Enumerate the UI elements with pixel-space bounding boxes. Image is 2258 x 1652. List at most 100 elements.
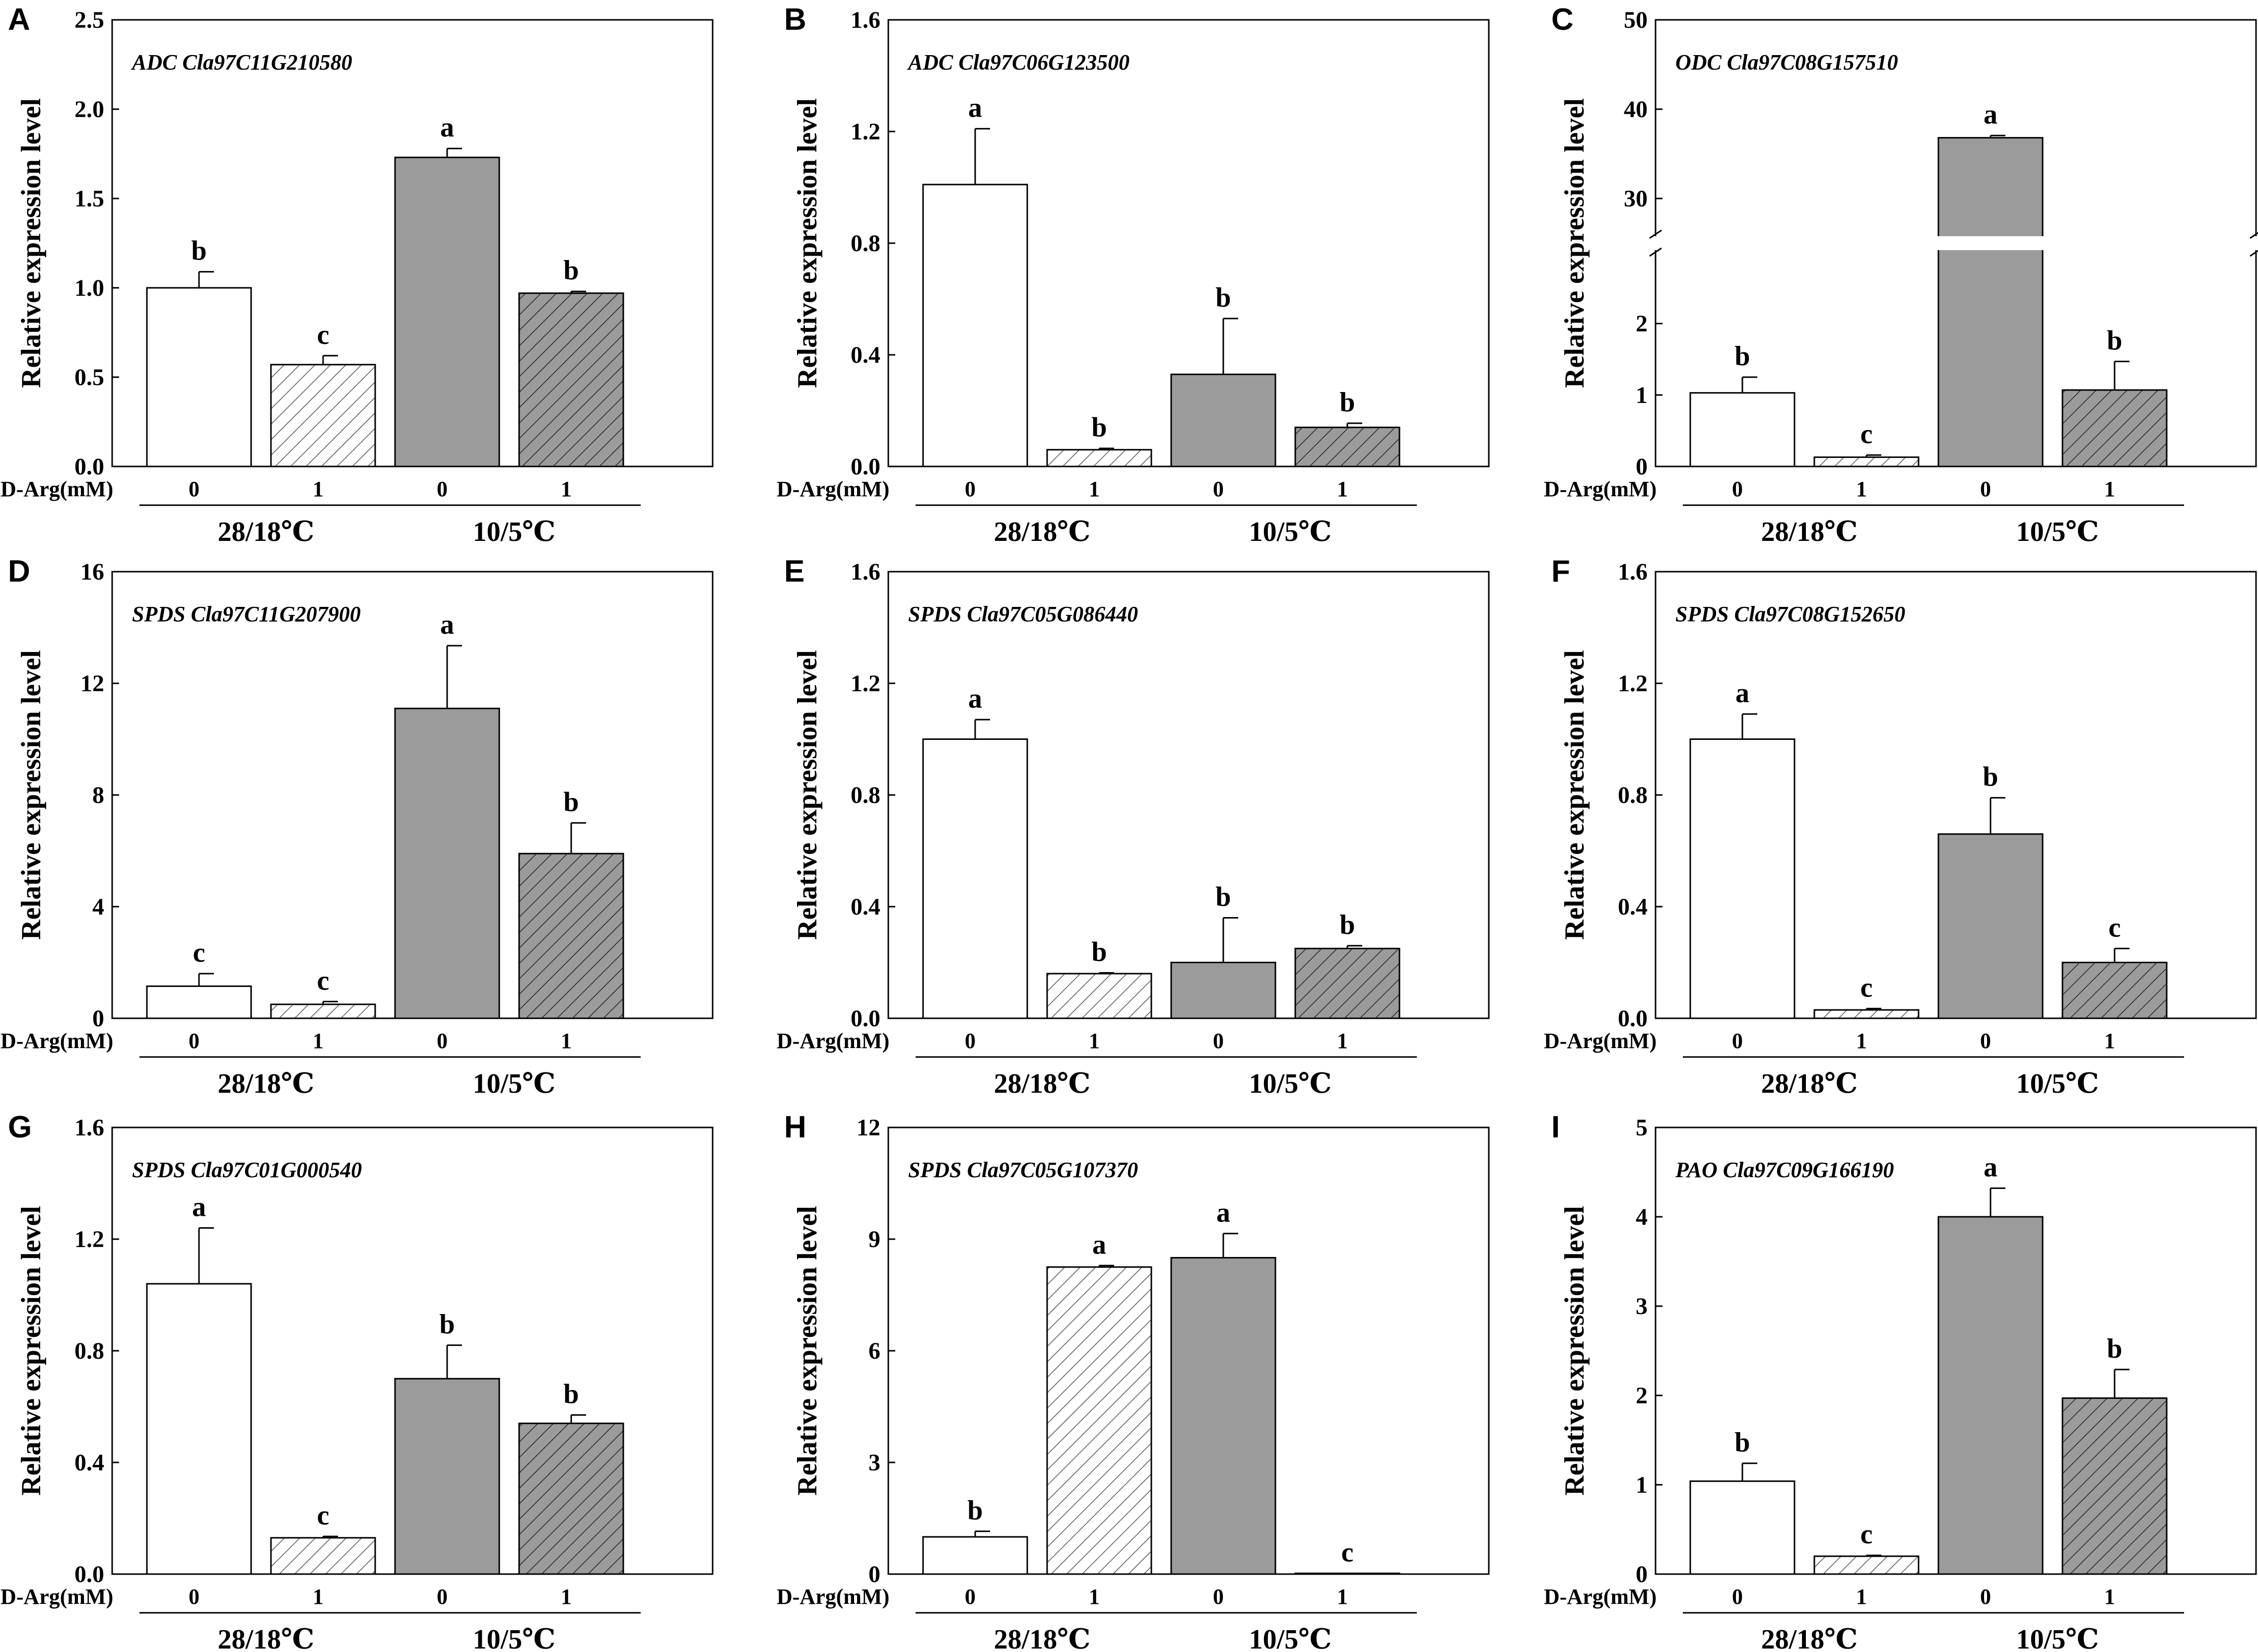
- y-tick-label: 0.0: [74, 1561, 104, 1587]
- group-label-10-5: 10/5℃: [1249, 1068, 1332, 1099]
- significance-letter: c: [1860, 1519, 1873, 1550]
- bar-28-18-0mM: [146, 985, 252, 1019]
- bar-10-5-0mM: [1170, 1257, 1276, 1575]
- gene-title: SPDS Cla97C11G207900: [132, 602, 361, 626]
- x-category-label: 0: [1213, 1029, 1224, 1053]
- panel-letter: A: [8, 2, 30, 37]
- x-category-label: 1: [1089, 1585, 1100, 1609]
- significance-letter: a: [1092, 1229, 1106, 1260]
- x-category-label: 1: [1337, 477, 1348, 501]
- group-label-10-5: 10/5℃: [1249, 517, 1332, 547]
- x-category-label: 0: [965, 1585, 976, 1609]
- group-label-28-18: 28/18℃: [1761, 1068, 1858, 1099]
- bar-28-18-1mM: [1813, 1009, 1920, 1019]
- x-category-label: 1: [1337, 1029, 1348, 1053]
- significance-letter: c: [317, 1500, 330, 1531]
- y-tick-label: 0: [1636, 454, 1648, 480]
- x-category-label: 1: [1856, 477, 1867, 501]
- x-category-label: 0: [1213, 477, 1224, 501]
- group-label-28-18: 28/18℃: [1761, 517, 1858, 547]
- significance-letter: c: [317, 320, 330, 350]
- bar-28-18-0mM: [922, 738, 1028, 1019]
- gene-title: SPDS Cla97C01G000540: [132, 1158, 362, 1182]
- x-category-label: 1: [1856, 1029, 1867, 1053]
- group-label-28-18: 28/18℃: [994, 1624, 1091, 1652]
- y-tick-label: 12: [80, 670, 104, 697]
- significance-letter: b: [191, 236, 206, 266]
- bar-10-5-1mM: [2061, 389, 2168, 467]
- gene-title: ADC Cla97C11G210580: [131, 50, 352, 74]
- x-category-label: 0: [437, 1585, 448, 1609]
- x-category-label: 0: [1980, 1029, 1991, 1053]
- y-axis-label: Relative expression level: [16, 650, 47, 940]
- y-tick-label: 5: [1636, 1115, 1648, 1141]
- group-label-10-5: 10/5℃: [473, 1624, 556, 1652]
- significance-letter: b: [967, 1495, 983, 1526]
- y-tick-label: 1.0: [74, 275, 104, 301]
- y-tick-label: 0: [868, 1561, 880, 1587]
- y-tick-label: 1.2: [74, 1226, 104, 1253]
- y-axis-label: Relative expression level: [792, 98, 823, 388]
- group-label-28-18: 28/18℃: [1761, 1624, 1858, 1652]
- plot-frame: [111, 571, 714, 1019]
- x-category-label: 0: [437, 1029, 448, 1053]
- bar-28-18-1mM: [270, 1003, 376, 1019]
- gene-title: PAO Cla97C09G166190: [1675, 1158, 1894, 1182]
- bar-10-5-0mM: [394, 708, 500, 1019]
- x-category-label: 1: [313, 477, 324, 501]
- x-axis-prefix: D-Arg(mM): [0, 477, 113, 501]
- plot-frame: [1655, 1126, 2257, 1575]
- significance-letter: b: [1091, 412, 1107, 443]
- bar-28-18-1mM: [270, 364, 376, 467]
- bar-28-18-0mM: [922, 1536, 1028, 1575]
- bar-28-18-1mM: [270, 1537, 376, 1575]
- significance-letter: b: [1215, 282, 1231, 313]
- x-category-label: 1: [1856, 1585, 1867, 1609]
- y-tick-label: 1.2: [1618, 670, 1648, 697]
- bar-10-5-1mM: [518, 853, 624, 1019]
- x-category-label: 0: [965, 1029, 976, 1053]
- x-category-label: 1: [2104, 1029, 2115, 1053]
- plot-frame: [1655, 571, 2257, 1019]
- panel-c: C Relative expression level ODC Cla97C08G1…: [1544, 2, 2258, 547]
- bar-10-5-1mM: [2061, 962, 2168, 1019]
- y-tick-label: 0.0: [1618, 1005, 1648, 1032]
- gene-title: SPDS Cla97C05G086440: [908, 602, 1138, 626]
- y-tick-label: 40: [1624, 96, 1648, 123]
- group-label-28-18: 28/18℃: [994, 1068, 1091, 1099]
- axis-break-mark: [2250, 250, 2258, 257]
- panel-i: I Relative expression level PAO Cla97C09G1…: [1544, 1110, 2257, 1652]
- x-category-label: 0: [437, 477, 448, 501]
- y-tick-label: 0.4: [1618, 894, 1648, 920]
- x-category-label: 1: [561, 1585, 572, 1609]
- y-tick-label: 2.0: [74, 96, 104, 123]
- x-axis-prefix: D-Arg(mM): [777, 1029, 889, 1053]
- panel-letter: E: [784, 554, 804, 589]
- x-category-label: 0: [1732, 1029, 1743, 1053]
- significance-letter: a: [1984, 1152, 1997, 1183]
- significance-letter: b: [1091, 936, 1107, 967]
- bar-10-5-0mM: [1937, 137, 2044, 467]
- bar-10-5-0mM: [1170, 373, 1276, 467]
- significance-letter: b: [1734, 341, 1750, 372]
- y-tick-label: 0.8: [1618, 782, 1648, 808]
- y-tick-label: 1.6: [74, 1115, 104, 1141]
- y-tick-label: 50: [1624, 7, 1648, 33]
- x-category-label: 1: [2104, 1585, 2115, 1609]
- x-category-label: 1: [2104, 477, 2115, 501]
- bar-28-18-0mM: [1689, 1480, 1795, 1575]
- plot-frame: [111, 1126, 714, 1575]
- bar-28-18-1mM: [1813, 1555, 1920, 1575]
- bar-28-18-0mM: [922, 184, 1028, 467]
- significance-letter: a: [1735, 678, 1749, 709]
- significance-letter: a: [968, 683, 982, 714]
- y-tick-label: 1.2: [851, 119, 880, 145]
- x-category-label: 0: [1732, 477, 1743, 501]
- x-category-label: 1: [561, 1029, 572, 1053]
- y-tick-label: 3: [868, 1450, 880, 1476]
- x-category-label: 0: [1980, 477, 1991, 501]
- plot-frame: [111, 19, 714, 467]
- significance-letter: c: [193, 937, 205, 968]
- x-category-label: 1: [561, 477, 572, 501]
- y-tick-label: 1.2: [851, 670, 880, 697]
